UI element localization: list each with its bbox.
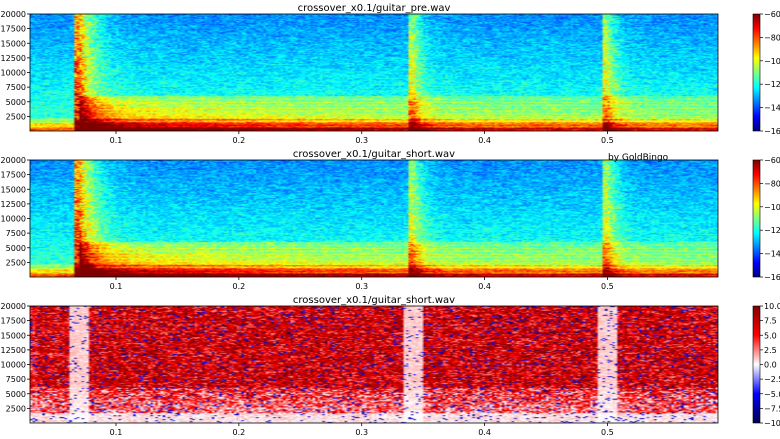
colorbar-tick-label: −7.5	[764, 404, 780, 413]
x-tick-label: 0.1	[110, 428, 123, 437]
colorbar-gradient	[753, 306, 760, 423]
y-tick-label: 17500	[1, 171, 26, 180]
colorbar: −60 −80 −100 −120 −140 −160	[752, 10, 780, 136]
colorbar-frame	[752, 159, 761, 278]
colorbar-tick-label: 0.0	[764, 361, 777, 370]
colorbar-tick-label: −120	[764, 226, 780, 235]
colorbar-tick-label: 2.5	[764, 346, 777, 355]
colorbar-tick-label: −5.0	[764, 390, 780, 399]
y-tick-label: 15000	[1, 331, 26, 340]
watermark-text: by GoldBingo	[608, 153, 669, 163]
x-tick-label: 0.1	[110, 282, 123, 291]
y-tick-label: 5000	[6, 98, 26, 107]
y-tick-label: 7500	[6, 83, 26, 92]
x-tick-label: 0.5	[601, 136, 614, 145]
spectrogram-image	[30, 160, 718, 277]
x-tick-label: 0.3	[355, 428, 368, 437]
y-tick-label: 10000	[1, 69, 26, 78]
panel-title: crossover_x0.1/guitar_pre.wav	[298, 3, 451, 14]
y-tick-label: 5000	[6, 244, 26, 253]
colorbar-tick-label: 7.5	[764, 317, 777, 326]
colorbar-gradient	[753, 160, 760, 277]
colorbar-tick-label: −160	[764, 273, 780, 282]
x-tick-label: 0.4	[478, 136, 491, 145]
y-tick-label: 2500	[6, 404, 26, 413]
colorbar-tick-label: −140	[764, 250, 780, 259]
spectrogram-panel-3: crossover_x0.1/guitar_short.wav 0.1 0.2 0.3…	[1, 295, 780, 437]
x-tick-label: 0.4	[478, 282, 491, 291]
x-tick-label: 0.5	[601, 282, 614, 291]
x-tick-label: 0.3	[355, 282, 368, 291]
colorbar-tick-label: −80	[764, 33, 780, 42]
y-tick-label: 7500	[6, 229, 26, 238]
colorbar-tick-label: −60	[764, 156, 780, 165]
y-tick-label: 12500	[1, 54, 26, 63]
colorbar-tick-label: −160	[764, 127, 780, 136]
y-tick-label: 5000	[6, 390, 26, 399]
panel-title: crossover_x0.1/guitar_short.wav	[293, 295, 455, 306]
y-tick-label: 15000	[1, 185, 26, 194]
x-tick-label: 0.3	[355, 136, 368, 145]
y-tick-label: 7500	[6, 375, 26, 384]
colorbar-tick-label: −100	[764, 203, 780, 212]
colorbar-frame	[752, 13, 761, 132]
spectrogram-panel-1: crossover_x0.1/guitar_pre.wav 0.1 0.2 0.3 0.…	[1, 3, 780, 145]
colorbar-tick-label: −60	[764, 10, 780, 19]
y-tick-label: 20000	[1, 156, 26, 165]
colorbar: 10.0 7.5 5.0 2.5 0.0 −2.5 −5.0 −7.5 −10.0	[752, 302, 780, 428]
x-tick-label: 0.1	[110, 136, 123, 145]
y-tick-label: 10000	[1, 361, 26, 370]
spectrogram-image	[30, 306, 718, 423]
y-tick-label: 15000	[1, 39, 26, 48]
panel-title: crossover_x0.1/guitar_short.wav	[293, 149, 455, 160]
colorbar-tick-label: −10.0	[764, 419, 780, 428]
colorbar-tick-label: 10.0	[764, 302, 780, 311]
y-tick-label: 2500	[6, 112, 26, 121]
y-tick-label: 17500	[1, 25, 26, 34]
y-tick-label: 12500	[1, 200, 26, 209]
y-tick-label: 20000	[1, 10, 26, 19]
spectrogram-image	[30, 14, 718, 131]
x-tick-label: 0.2	[232, 428, 245, 437]
colorbar-tick-label: −80	[764, 179, 780, 188]
y-tick-label: 10000	[1, 215, 26, 224]
colorbar-gradient	[753, 14, 760, 131]
spectrogram-panel-2: crossover_x0.1/guitar_short.wav 0.1 0.2 0.3…	[1, 149, 780, 291]
x-tick-label: 0.2	[232, 282, 245, 291]
x-tick-label: 0.4	[478, 428, 491, 437]
y-tick-label: 12500	[1, 346, 26, 355]
colorbar-tick-label: 5.0	[764, 331, 777, 340]
colorbar: −60 −80 −100 −120 −140 −160	[752, 156, 780, 282]
x-tick-label: 0.2	[232, 136, 245, 145]
colorbar-tick-label: −2.5	[764, 375, 780, 384]
y-tick-label: 2500	[6, 258, 26, 267]
x-tick-label: 0.5	[601, 428, 614, 437]
y-tick-label: 17500	[1, 317, 26, 326]
colorbar-tick-label: −140	[764, 104, 780, 113]
colorbar-tick-label: −100	[764, 57, 780, 66]
colorbar-tick-label: −120	[764, 80, 780, 89]
y-tick-label: 20000	[1, 302, 26, 311]
